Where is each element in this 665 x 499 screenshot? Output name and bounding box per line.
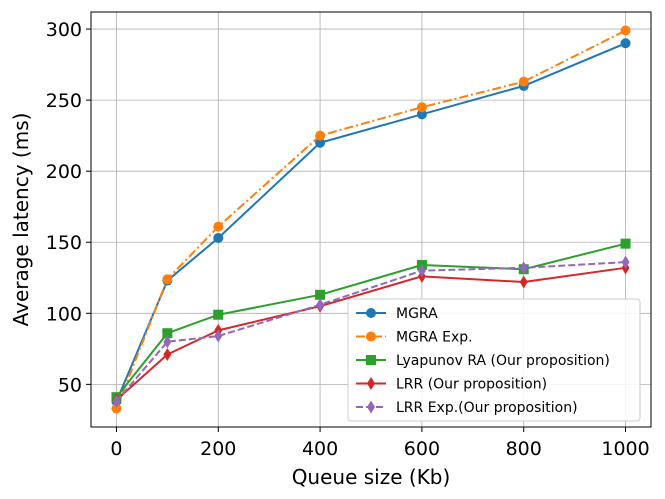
y-tick-label: 300 [46,19,82,41]
x-tick-label: 600 [404,438,440,460]
x-tick-label: 200 [200,438,236,460]
legend-item: LRR (Our proposition) [356,377,547,393]
data-point [214,329,223,343]
legend-label: LRR (Our proposition) [396,377,547,393]
data-point [163,348,172,362]
y-tick-label: 100 [46,303,82,325]
data-point [213,309,224,320]
legend-label: LRR Exp.(Our proposition) [396,400,578,416]
data-point [112,394,121,408]
y-tick-label: 250 [46,90,82,112]
grid-lines [91,12,651,427]
data-point [162,328,173,339]
legend-marker [366,308,376,318]
data-point [316,298,325,312]
legend-label: Lyapunov RA (Our proposition) [396,353,610,369]
legend-item: LRR Exp.(Our proposition) [356,400,578,416]
data-point [315,289,326,300]
axis-ticks: 0 200 400 600 800 1000 50 100 150 200 250 300 [46,19,650,460]
x-axis-label: Queue size (Kb) [292,465,451,489]
x-tick-label: 800 [506,438,542,460]
legend-box [347,298,641,422]
legend-marker [366,355,376,365]
y-axis-label: Average latency (ms) [9,113,33,327]
x-tick-label: 1000 [601,438,649,460]
data-point [518,76,529,87]
legend-marker [366,331,376,342]
legend-item: Lyapunov RA (Our proposition) [356,353,610,369]
data-point [315,137,326,148]
legend-label: MGRA Exp. [396,330,473,346]
legend-label: MGRA [396,306,438,322]
data-point [213,221,224,232]
data-point [416,109,427,120]
y-tick-label: 200 [46,161,82,183]
legend-marker [367,377,375,390]
data-point [111,403,122,414]
data-point [162,274,173,285]
y-tick-label: 150 [46,232,82,254]
data-point [213,232,224,243]
series-2 [111,25,631,414]
legend-marker [367,400,375,414]
x-tick-label: 400 [302,438,338,460]
data-point [620,25,631,36]
data-point [519,261,528,275]
data-point [163,335,172,349]
data-point [416,102,427,113]
data-point [620,38,631,49]
plot-area-frame [90,11,652,428]
legend: MGRA MGRA Exp. Lyapunov RA (Our propositio… [347,298,641,422]
data-point [417,264,426,278]
legend-item: MGRA Exp. [356,330,473,346]
data-point [315,130,326,141]
series-5 [112,255,630,408]
data-point [620,238,631,249]
y-tick-label: 50 [58,374,82,396]
data-point [621,255,630,269]
data-point [519,275,528,289]
x-tick-label: 0 [110,438,122,460]
legend-item: MGRA [356,306,438,322]
series-layer [111,25,631,414]
